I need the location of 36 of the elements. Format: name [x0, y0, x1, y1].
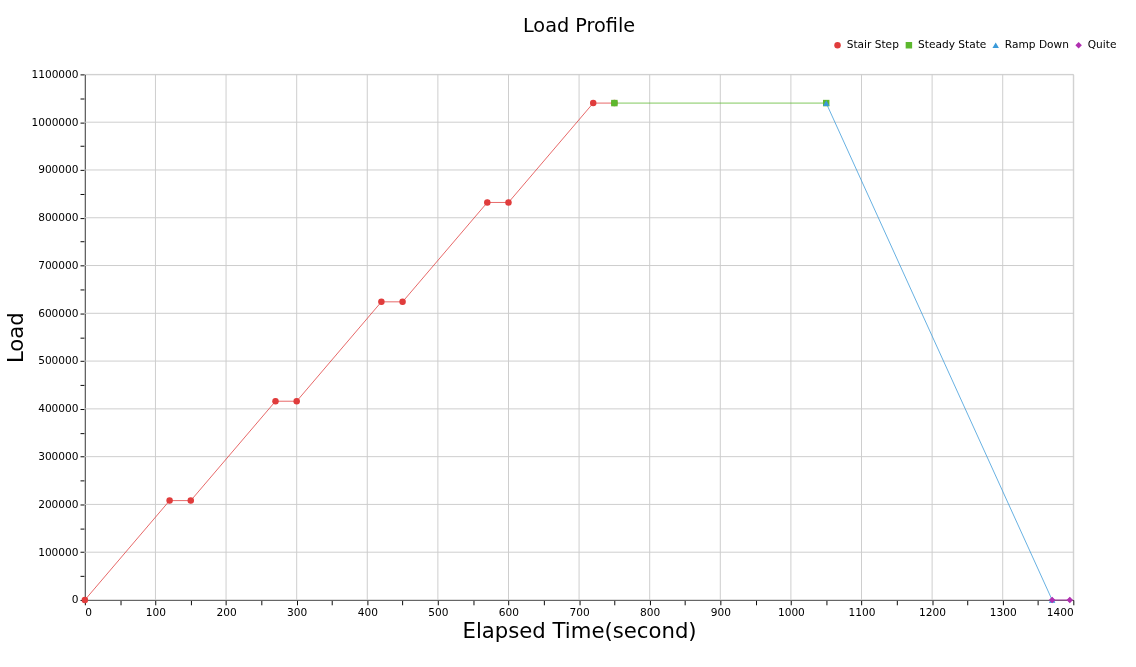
- legend-label: Steady State: [918, 38, 987, 51]
- x-tick-label: 800: [640, 605, 661, 618]
- y-tick-label: 200000: [38, 497, 79, 510]
- x-tick-label: 0: [85, 605, 93, 618]
- y-tick-label: 700000: [38, 258, 79, 271]
- y-tick-label: 400000: [38, 402, 79, 415]
- x-tick-label: 500: [428, 605, 449, 618]
- point: [166, 497, 173, 504]
- legend-label: Stair Step: [846, 38, 900, 51]
- legend-label: Ramp Down: [1004, 38, 1069, 51]
- x-tick-label: 1000: [777, 605, 806, 618]
- y-tick-label: 300000: [38, 450, 79, 463]
- chart-title: Load Profile: [522, 13, 636, 37]
- x-tick-label: 600: [498, 605, 520, 618]
- y-tick-label: 0: [71, 593, 79, 606]
- y-tick-label: 100000: [38, 545, 79, 558]
- y-tick-label: 800000: [38, 211, 79, 224]
- x-tick-label: 300: [287, 605, 308, 618]
- x-tick-label: 400: [357, 605, 379, 618]
- x-tick-label: 1100: [848, 605, 876, 618]
- point: [505, 199, 512, 206]
- y-tick-label: 600000: [38, 306, 79, 319]
- x-tick-label: 1300: [989, 605, 1017, 618]
- legend-label: Quite: [1087, 38, 1117, 51]
- x-tick-label: 700: [569, 605, 590, 618]
- x-tick-label: 1400: [1046, 605, 1075, 618]
- y-tick-label: 1100000: [31, 67, 79, 80]
- x-tick-label: 1200: [919, 605, 947, 618]
- x-tick-label: 100: [145, 605, 167, 618]
- x-tick-label: 200: [216, 605, 237, 618]
- x-axis-title: Elapsed Time(second): [462, 618, 697, 644]
- y-tick-label: 900000: [38, 163, 79, 176]
- x-tick-label: 900: [710, 605, 732, 618]
- y-tick-label: 1000000: [31, 115, 79, 128]
- y-tick-label: 500000: [38, 354, 79, 367]
- y-axis-title: Load: [2, 312, 28, 364]
